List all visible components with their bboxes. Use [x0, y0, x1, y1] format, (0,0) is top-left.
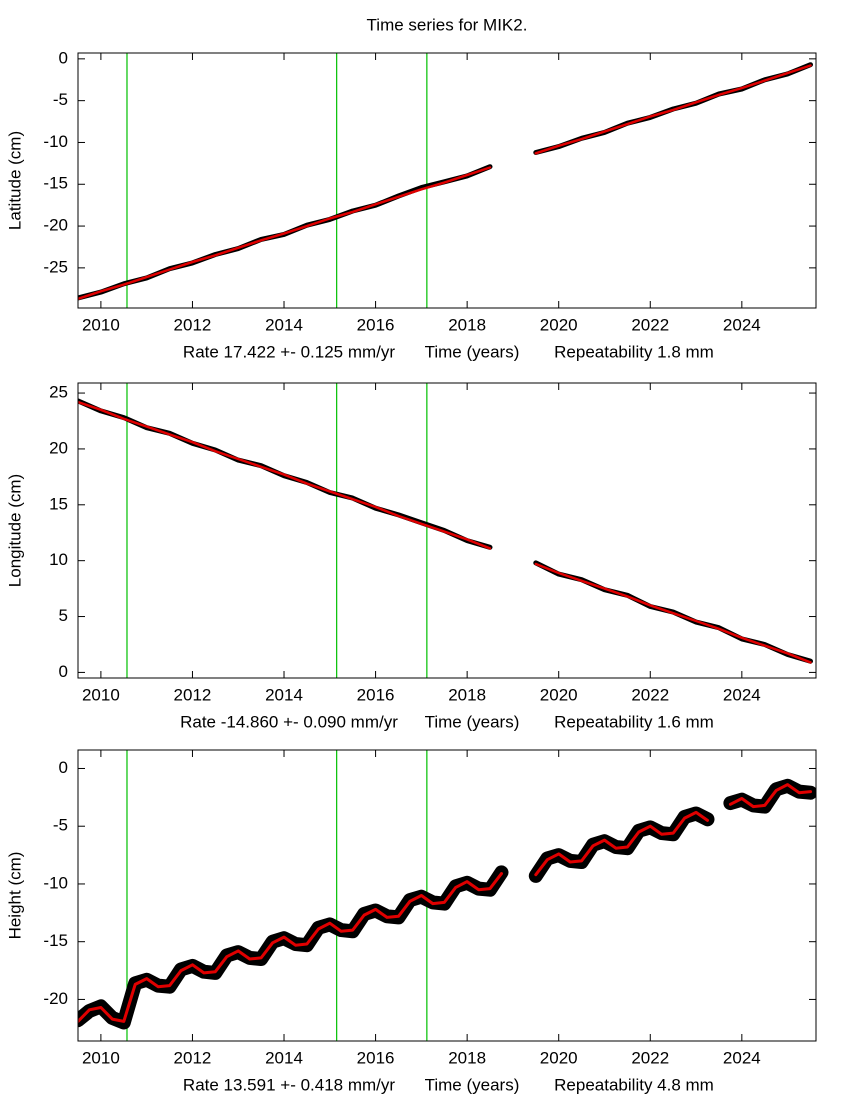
- x-tick-label: 2022: [631, 315, 669, 334]
- y-tick-label: 10: [49, 550, 68, 569]
- x-tick-label: 2020: [540, 685, 578, 704]
- x-axis-label: Time (years): [425, 342, 520, 361]
- x-tick-label: 2012: [174, 1048, 212, 1067]
- x-axis-label: Time (years): [425, 712, 520, 731]
- y-axis-label: Longitude (cm): [5, 474, 24, 587]
- x-tick-label: 2010: [82, 1048, 120, 1067]
- repeatability-label: Repeatability 4.8 mm: [554, 1075, 714, 1094]
- rate-label: Rate 13.591 +- 0.418 mm/yr: [183, 1075, 395, 1094]
- y-axis-label: Latitude (cm): [5, 131, 24, 230]
- plot-area: [78, 383, 813, 678]
- figure-title: Time series for MIK2.: [367, 15, 528, 34]
- y-tick-label: 0: [59, 48, 68, 67]
- plot-area: [78, 53, 813, 308]
- rate-label: Rate -14.860 +- 0.090 mm/yr: [180, 712, 398, 731]
- repeatability-label: Repeatability 1.6 mm: [554, 712, 714, 731]
- y-tick-label: -15: [43, 931, 68, 950]
- x-tick-label: 2018: [448, 685, 486, 704]
- x-tick-label: 2020: [540, 315, 578, 334]
- x-tick-label: 2010: [82, 315, 120, 334]
- x-tick-label: 2014: [265, 1048, 303, 1067]
- plot-frame: [77, 749, 817, 1042]
- y-axis-label: Height (cm): [5, 852, 24, 940]
- y-tick-label: -25: [43, 257, 68, 276]
- x-tick-label: 2012: [174, 685, 212, 704]
- x-tick-label: 2018: [448, 315, 486, 334]
- y-tick-label: -10: [43, 873, 68, 892]
- x-tick-label: 2014: [265, 315, 303, 334]
- x-tick-label: 2010: [82, 685, 120, 704]
- x-tick-label: 2016: [357, 1048, 395, 1067]
- plot-frame: [77, 52, 817, 309]
- y-tick-label: 0: [59, 662, 68, 681]
- x-tick-label: 2022: [631, 1048, 669, 1067]
- x-tick-label: 2024: [723, 685, 761, 704]
- y-tick-label: 25: [49, 383, 68, 402]
- x-tick-label: 2014: [265, 685, 303, 704]
- rate-label: Rate 17.422 +- 0.125 mm/yr: [183, 342, 395, 361]
- x-tick-label: 2024: [723, 1048, 761, 1067]
- plot-area: [78, 750, 816, 1041]
- repeatability-label: Repeatability 1.8 mm: [554, 342, 714, 361]
- y-tick-label: 5: [59, 606, 68, 625]
- y-tick-label: -5: [53, 90, 68, 109]
- y-tick-label: 0: [59, 758, 68, 777]
- series-line: [78, 64, 812, 301]
- x-tick-label: 2016: [357, 685, 395, 704]
- y-tick-label: 15: [49, 494, 68, 513]
- x-tick-label: 2012: [174, 315, 212, 334]
- x-tick-label: 2024: [723, 315, 761, 334]
- plot-frame: [77, 382, 817, 679]
- x-axis-label: Time (years): [425, 1075, 520, 1094]
- y-tick-label: -15: [43, 174, 68, 193]
- y-tick-label: 20: [49, 438, 68, 457]
- y-tick-label: -10: [43, 132, 68, 151]
- y-tick-label: -20: [43, 216, 68, 235]
- y-tick-label: -20: [43, 989, 68, 1008]
- series-line: [78, 400, 812, 664]
- x-tick-label: 2018: [448, 1048, 486, 1067]
- x-tick-label: 2022: [631, 685, 669, 704]
- series-line: [78, 783, 812, 1023]
- x-tick-label: 2020: [540, 1048, 578, 1067]
- y-tick-label: -5: [53, 816, 68, 835]
- x-tick-label: 2016: [357, 315, 395, 334]
